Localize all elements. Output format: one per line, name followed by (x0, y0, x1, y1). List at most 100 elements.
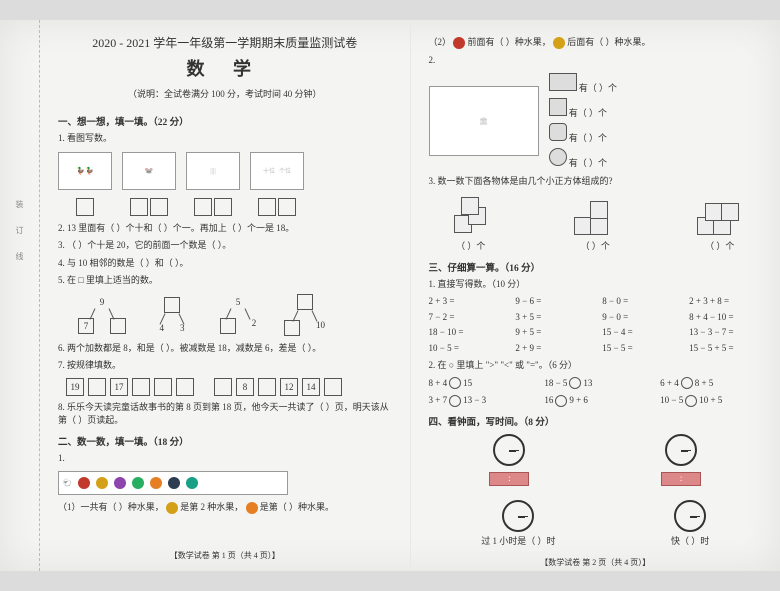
compare-row-1: 8 + 415 18 − 513 6 + 48 + 5 (429, 377, 763, 391)
calc-item: 8 + 4 − 10 = (689, 311, 762, 325)
calc-item: 2 + 3 = (429, 295, 502, 309)
clock-face (493, 434, 525, 466)
answer-box[interactable] (150, 198, 168, 216)
bond-top: 9 (94, 296, 111, 308)
fruit-cart-figure: 🐑 (58, 471, 392, 495)
calc-item: 2 + 9 = (515, 342, 588, 356)
q1-figures: 🦆🦆 🐭 |||| 十位 个位 (58, 152, 392, 190)
calc-item: 18 − 10 = (429, 326, 502, 340)
pineapple-icon (246, 502, 258, 514)
q8: 8. 乐乐今天读完童话故事书的第 8 页到第 18 页，他今天一共读了（ ）页，… (58, 401, 392, 428)
q2: 2. 13 里面有（ ）个十和（ ）个一。再加上（ ）个一是 18。 (58, 222, 392, 236)
seq-box[interactable] (132, 378, 150, 396)
clock-face (665, 434, 697, 466)
calc-item: 9 − 0 = (602, 311, 675, 325)
page-1: 2020 - 2021 学年一年级第一学期期末质量监测试卷 数 学 （说明：全试… (40, 20, 410, 571)
abacus-ones-label: 个位 (279, 166, 291, 175)
q5: 5. 在 □ 里填上适当的数。 (58, 274, 392, 288)
s2-q1-a: （1）一共有（ ）种水果， 是第 2 种水果， 是第（ ）种水果。 (58, 501, 392, 515)
calc-item: 9 + 5 = (515, 326, 588, 340)
exam-sheet: 装 订 线 2020 - 2021 学年一年级第一学期期末质量监测试卷 数 学 … (0, 20, 780, 571)
seq-box[interactable]: 8 (236, 378, 254, 396)
cube-icon (549, 98, 567, 116)
cuboid-icon (549, 73, 577, 91)
figure-sticks: |||| (186, 152, 240, 190)
calc-item: 8 − 0 = (602, 295, 675, 309)
answer-box[interactable] (278, 198, 296, 216)
seq-box[interactable] (176, 378, 194, 396)
s2-q2: 2. (429, 54, 763, 68)
calc-item: 3 + 5 = (515, 311, 588, 325)
fruit-icon (132, 477, 144, 489)
seq-box[interactable] (258, 378, 276, 396)
compare-heading: 2. 在 ○ 里填上 ">" "<" 或 "="。（6 分） (429, 359, 763, 373)
section-4-heading: 四、看钟面，写时间。（8 分） (429, 414, 763, 428)
bond-left[interactable] (220, 318, 236, 334)
cube-count: （ ）个 (695, 239, 745, 252)
section-2-heading: 二、数一数，填一填。（18 分） (58, 434, 392, 448)
figure-mice: 🐭 (122, 152, 176, 190)
seq-box[interactable]: 19 (66, 378, 84, 396)
s2-q1-b: （2） 前面有（ ）种水果， 后面有（ ）种水果。 (429, 36, 763, 50)
fruit-icon (186, 477, 198, 489)
q4: 4. 与 10 相邻的数是（ ）和（ ）。 (58, 257, 392, 271)
bond-top[interactable] (164, 297, 180, 313)
subject-title: 数 学 (58, 55, 392, 81)
shape-count: 有（ ）个 (569, 158, 607, 168)
number-bond: 5 2 (218, 296, 258, 334)
compare-circle[interactable] (569, 377, 581, 389)
seq-box[interactable]: 14 (302, 378, 320, 396)
answer-box[interactable] (258, 198, 276, 216)
blocks-figure: 🏛 (429, 86, 539, 156)
answer-box[interactable] (194, 198, 212, 216)
bond-right: 2 (252, 318, 257, 334)
bond-top[interactable] (297, 294, 313, 310)
time-input[interactable] (661, 472, 701, 486)
exam-note: （说明：全试卷满分 100 分，考试时间 40 分钟） (58, 87, 392, 100)
calc-item: 2 + 3 + 8 = (689, 295, 762, 309)
bond-left[interactable]: 7 (78, 318, 94, 334)
abacus-tens-label: 十位 (263, 166, 275, 175)
fruit-icon (150, 477, 162, 489)
calc-item: 7 − 2 = (429, 311, 502, 325)
number-bond: 9 7 (78, 296, 126, 334)
seq-box[interactable] (88, 378, 106, 396)
bond-left[interactable] (284, 320, 300, 336)
seq-box[interactable] (214, 378, 232, 396)
bond-right[interactable] (110, 318, 126, 334)
answer-box[interactable] (76, 198, 94, 216)
shape-count: 有（ ）个 (569, 133, 607, 143)
answer-box[interactable] (130, 198, 148, 216)
sphere-icon (549, 148, 567, 166)
answer-box[interactable] (214, 198, 232, 216)
binding-stub: 装 订 线 (0, 20, 40, 571)
seq-box[interactable] (154, 378, 172, 396)
calc-item: 13 − 3 − 7 = (689, 326, 762, 340)
pear-icon (166, 502, 178, 514)
page-2: （2） 前面有（ ）种水果， 后面有（ ）种水果。 2. 🏛 有（ ）个 有（ … (410, 20, 780, 571)
clocks-row-2: 过 1 小时是（ ）时 快（ ）时 (429, 500, 763, 547)
cube-count: （ ）个 (570, 239, 620, 252)
compare-circle[interactable] (555, 395, 567, 407)
calc-grid: 2 + 3 =9 − 6 =8 − 0 =2 + 3 + 8 = 7 − 2 =… (429, 293, 763, 357)
fruit-icon (96, 477, 108, 489)
pear-icon (553, 37, 565, 49)
page-1-footer: 【数学试卷 第 1 页（共 4 页）】 (58, 544, 392, 561)
compare-circle[interactable] (449, 377, 461, 389)
cylinder-icon (549, 123, 567, 141)
seq-box[interactable]: 17 (110, 378, 128, 396)
sequence-a: 19 17 8 12 14 (58, 378, 392, 396)
compare-row-2: 3 + 713 − 3 169 + 6 10 − 510 + 5 (429, 394, 763, 408)
shape-count: 有（ ）个 (569, 108, 607, 118)
cube-figure-1 (446, 195, 496, 239)
seq-box[interactable]: 12 (280, 378, 298, 396)
fruit-icon (114, 477, 126, 489)
cube-figure-3 (695, 195, 745, 239)
section-3-heading: 三、仔细算一算。（16 分） (429, 260, 763, 274)
clock-caption: 快（ ）时 (671, 536, 709, 546)
compare-circle[interactable] (681, 377, 693, 389)
compare-circle[interactable] (449, 395, 461, 407)
compare-circle[interactable] (685, 395, 697, 407)
seq-box[interactable] (324, 378, 342, 396)
time-input[interactable] (489, 472, 529, 486)
